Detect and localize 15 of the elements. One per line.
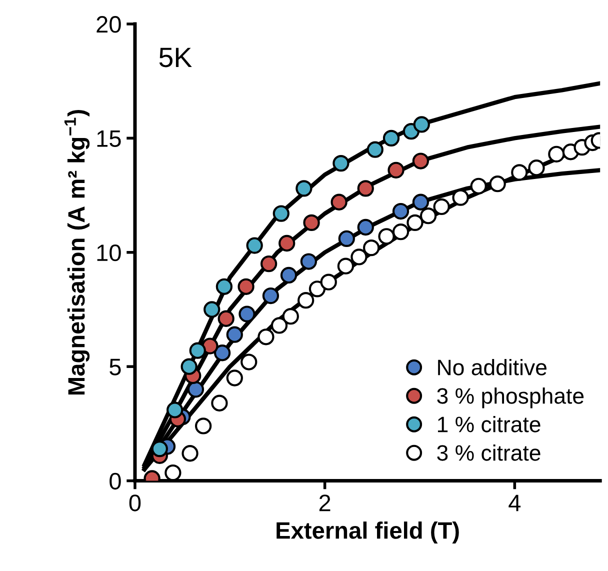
legend-label: 3 % phosphate bbox=[437, 388, 584, 408]
y-tick-label: 10 bbox=[97, 244, 121, 262]
y-tick-label: 0 bbox=[110, 472, 121, 490]
y-tick-label: 5 bbox=[110, 358, 121, 376]
y-axis-title: Magnetisation (A m² kg$^{−1}$) bbox=[64, 110, 90, 394]
y-tick-label: 15 bbox=[97, 130, 121, 147]
legend-label: 3 % citrate bbox=[437, 444, 540, 461]
y-tick-label: 20 bbox=[96, 16, 121, 33]
legend-label: 1 % citrate bbox=[438, 416, 540, 432]
legend-label: No additive bbox=[438, 359, 546, 376]
annotation: 5K bbox=[159, 48, 192, 68]
x-tick-label: 0 bbox=[129, 494, 141, 512]
x-tick-label: 2 bbox=[319, 494, 330, 512]
x-axis-title: External field (T) bbox=[276, 522, 459, 544]
x-tick-label: 4 bbox=[508, 494, 521, 512]
